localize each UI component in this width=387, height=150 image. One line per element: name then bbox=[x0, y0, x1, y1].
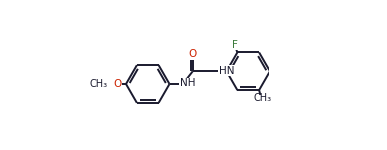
Text: O: O bbox=[188, 49, 197, 59]
Text: F: F bbox=[232, 40, 238, 50]
Text: CH₃: CH₃ bbox=[253, 93, 271, 103]
Text: HN: HN bbox=[219, 66, 235, 75]
Text: O: O bbox=[114, 79, 122, 89]
Text: CH₃: CH₃ bbox=[90, 79, 108, 89]
Text: NH: NH bbox=[180, 78, 195, 88]
